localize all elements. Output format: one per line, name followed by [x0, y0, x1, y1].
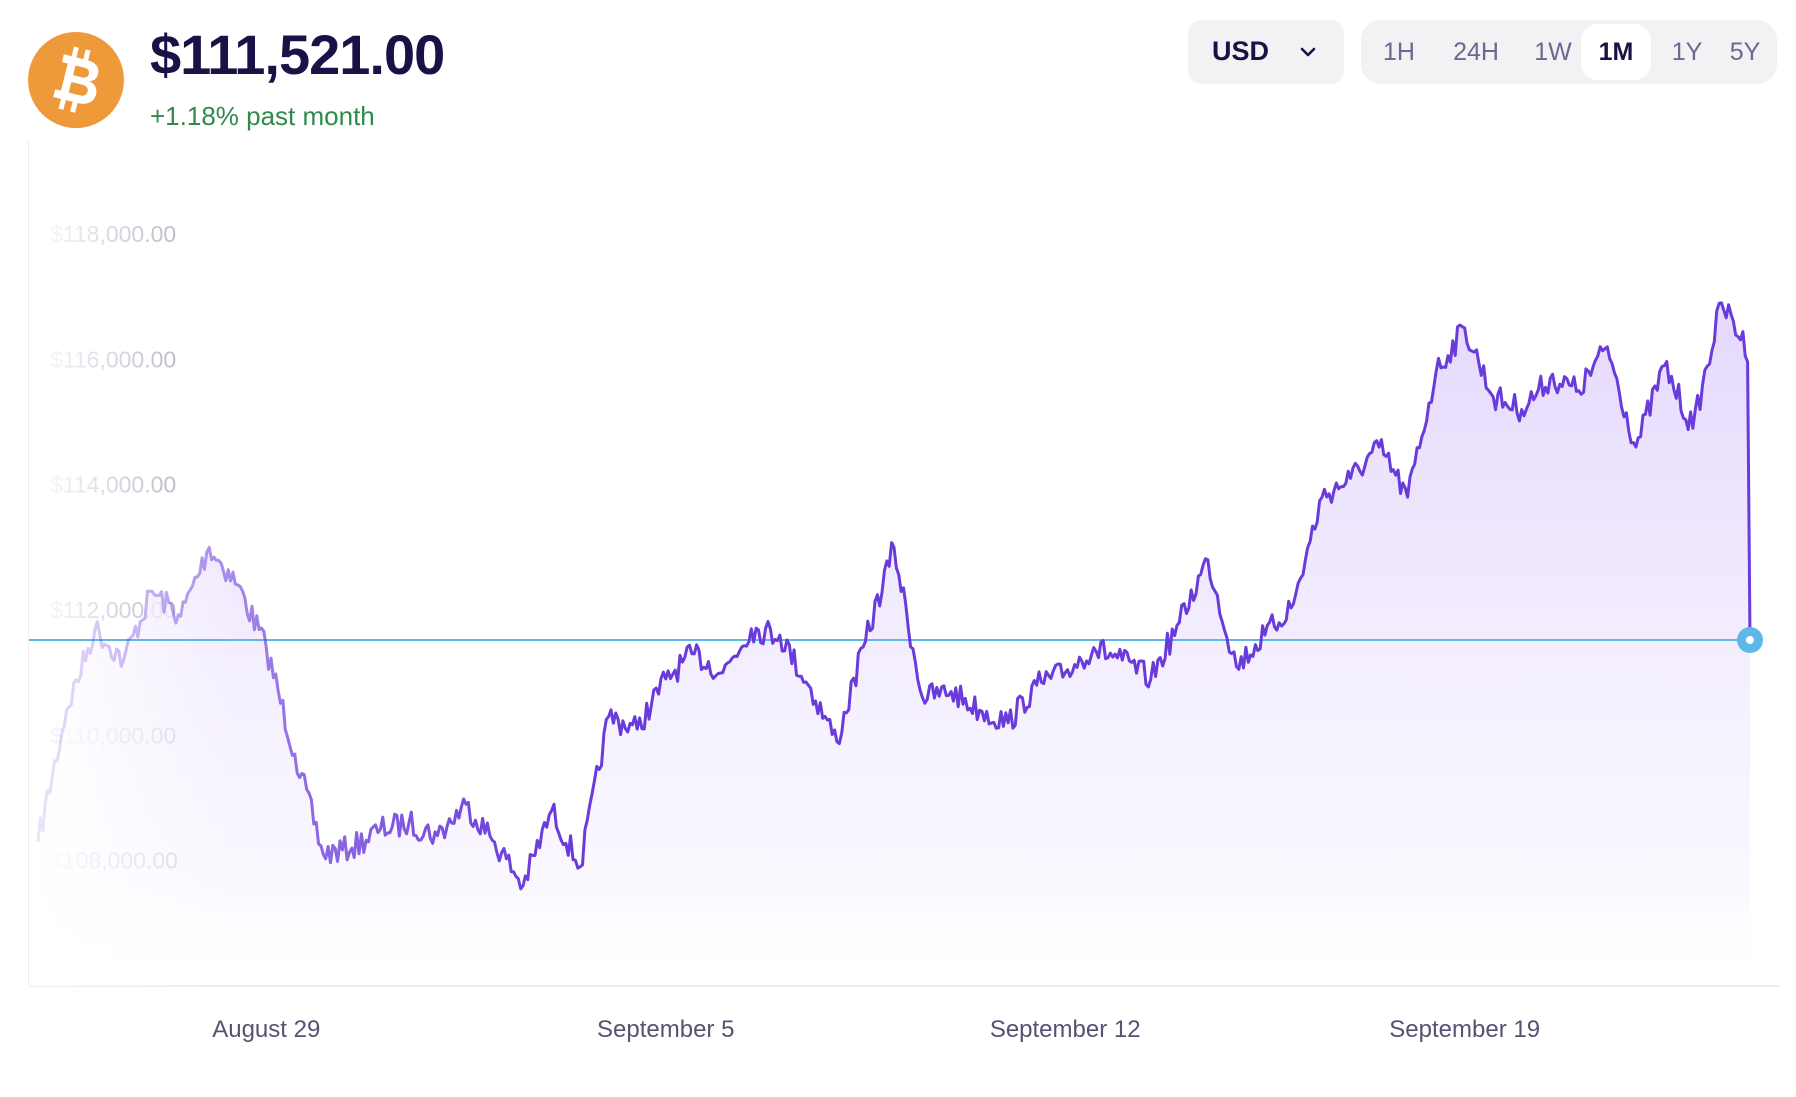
marker-inner	[1746, 636, 1754, 645]
price: $111,521.00	[150, 23, 445, 86]
range-1m[interactable]: 1M	[1581, 24, 1651, 80]
price-change: +1.18% past month	[150, 101, 375, 131]
range-1y[interactable]: 1Y	[1657, 24, 1717, 80]
time-range-selector: 1H 24H 1W 1M 1Y 5Y	[1361, 20, 1777, 84]
x-tick-label: August 29	[212, 1016, 320, 1043]
range-1w[interactable]: 1W	[1517, 24, 1589, 80]
area-fade	[29, 140, 269, 986]
currency-dropdown[interactable]: USD	[1188, 20, 1344, 84]
currency-label: USD	[1212, 36, 1270, 66]
chevron-down-icon	[1298, 42, 1318, 62]
price-area	[38, 302, 1750, 986]
current-price-marker[interactable]	[1737, 627, 1763, 654]
range-24h[interactable]: 24H	[1437, 24, 1515, 80]
range-5y[interactable]: 5Y	[1715, 24, 1775, 80]
x-tick-label: September 5	[597, 1016, 734, 1043]
price-chart-svg: $108,000.00$110,000.00$112,000.00$114,00…	[28, 140, 1780, 1043]
range-1h[interactable]: 1H	[1369, 24, 1429, 80]
header: $111,521.00 +1.18% past month USD 1H 24H…	[0, 0, 1796, 145]
x-tick-label: September 12	[990, 1016, 1141, 1043]
price-line	[36, 301, 1752, 891]
price-chart: $108,000.00$110,000.00$112,000.00$114,00…	[0, 140, 1796, 1092]
x-tick-label: September 19	[1389, 1016, 1540, 1043]
bitcoin-icon	[28, 32, 124, 128]
